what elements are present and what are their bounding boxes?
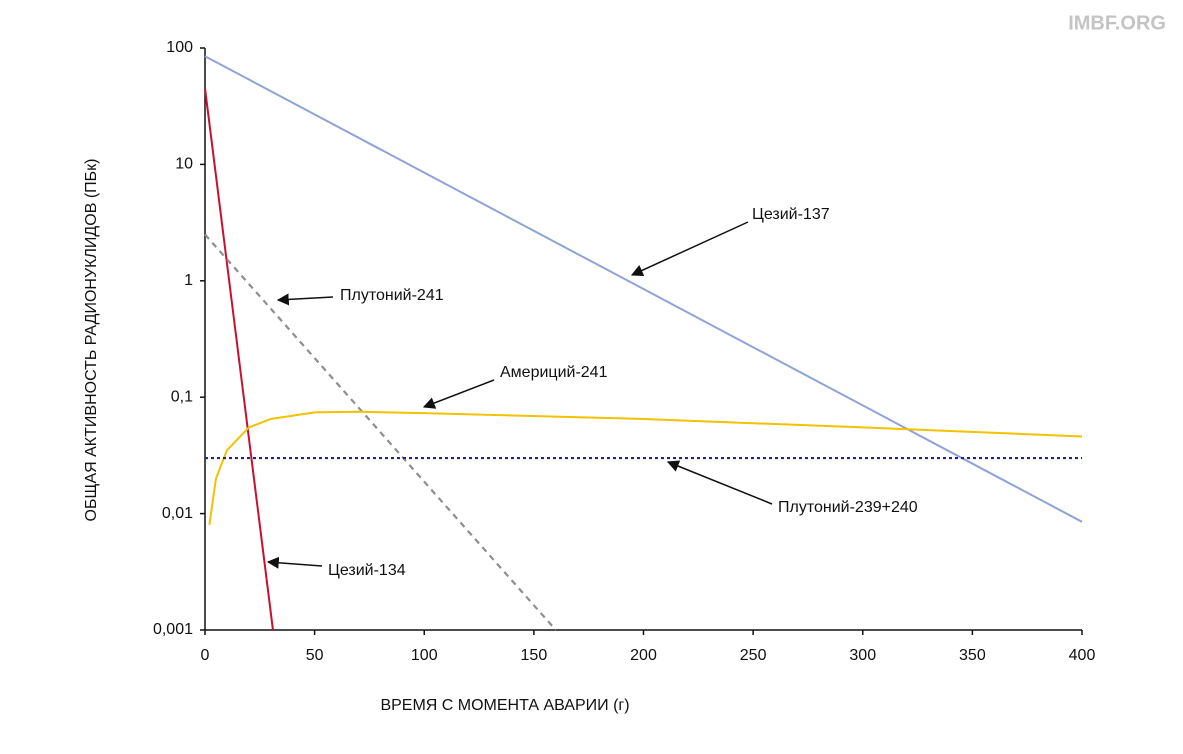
x-tick-label: 0 bbox=[201, 647, 210, 664]
x-axis-label: ВРЕМЯ С МОМЕНТА АВАРИИ (г) bbox=[380, 697, 629, 714]
annotation: Плутоний-239+240 bbox=[778, 499, 918, 516]
y-tick-label: 100 bbox=[166, 39, 193, 56]
arrow bbox=[630, 221, 749, 276]
x-tick-label: 250 bbox=[740, 647, 767, 664]
x-tick-label: 350 bbox=[959, 647, 986, 664]
series-line bbox=[208, 410, 1083, 526]
arrows bbox=[266, 221, 773, 569]
x-tick-label: 400 bbox=[1069, 647, 1096, 664]
y-tick-label: 0,001 bbox=[153, 621, 193, 638]
x-tick-label: 300 bbox=[849, 647, 876, 664]
x-tick-label: 100 bbox=[411, 647, 438, 664]
annotation: Америций-241 bbox=[500, 364, 608, 381]
x-tick-label: 150 bbox=[521, 647, 548, 664]
y-tick-label: 10 bbox=[175, 156, 193, 173]
arrow bbox=[666, 460, 773, 505]
annotation: Цезий-134 bbox=[328, 562, 406, 579]
annotation: Плутоний-241 bbox=[340, 287, 444, 304]
series-line bbox=[204, 55, 1083, 523]
y-axis-label: ОБЩАЯ АКТИВНОСТЬ РАДИОНУКЛИДОВ (ПБк) bbox=[83, 159, 100, 522]
y-tick-label: 0,01 bbox=[162, 505, 193, 522]
x-tick-label: 50 bbox=[306, 647, 324, 664]
watermark: IMBF.ORG bbox=[1068, 12, 1166, 34]
y-tick-label: 0,1 bbox=[171, 388, 193, 405]
annotation: Цезий-137 bbox=[752, 206, 830, 223]
x-tick-label: 200 bbox=[630, 647, 657, 664]
series-line bbox=[204, 233, 557, 631]
arrow bbox=[422, 379, 495, 409]
y-tick-label: 1 bbox=[184, 272, 193, 289]
arrow bbox=[266, 556, 323, 569]
arrow bbox=[276, 293, 334, 306]
series-line bbox=[204, 88, 274, 631]
